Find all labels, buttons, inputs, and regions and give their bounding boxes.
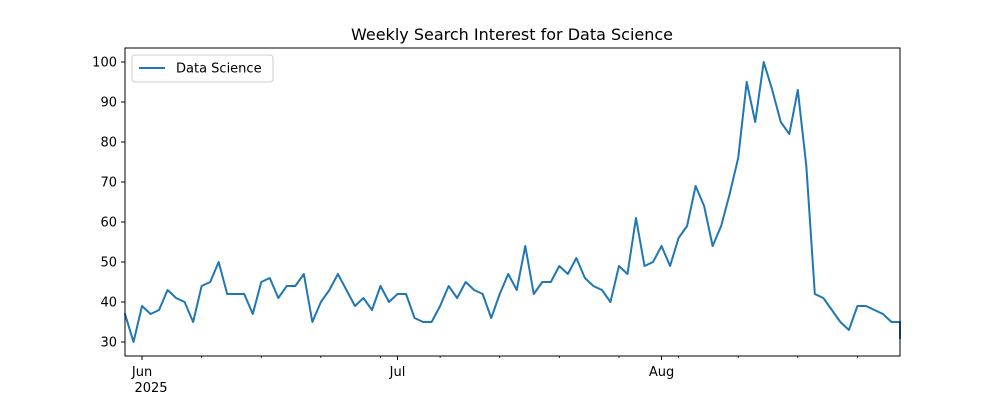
x-tick-sublabel: 2025 — [134, 381, 167, 396]
y-tick-label: 70 — [100, 176, 117, 191]
x-tick-label: Jun — [131, 365, 152, 380]
plot-frame — [124, 47, 901, 357]
y-tick-label: 40 — [100, 296, 117, 311]
legend-box — [131, 54, 274, 83]
series-lines — [123, 61, 901, 343]
series-line — [123, 61, 901, 343]
chart-title: Weekly Search Interest for Data Science — [351, 25, 673, 44]
y-tick-label: 60 — [100, 216, 117, 231]
y-tick-label: 80 — [100, 136, 117, 151]
x-tick-label: Jul — [389, 365, 406, 380]
legend-label: Data Science — [176, 62, 262, 77]
y-tick-label: 50 — [100, 256, 117, 271]
y-tick-label: 30 — [100, 336, 117, 351]
y-tick-label: 90 — [100, 96, 117, 111]
legend: Data Science — [131, 54, 274, 83]
y-axis-ticks: 30 40 50 60 70 80 90 100 — [92, 56, 125, 351]
x-tick-label: Aug — [649, 365, 674, 380]
y-tick-label: 100 — [92, 56, 117, 71]
